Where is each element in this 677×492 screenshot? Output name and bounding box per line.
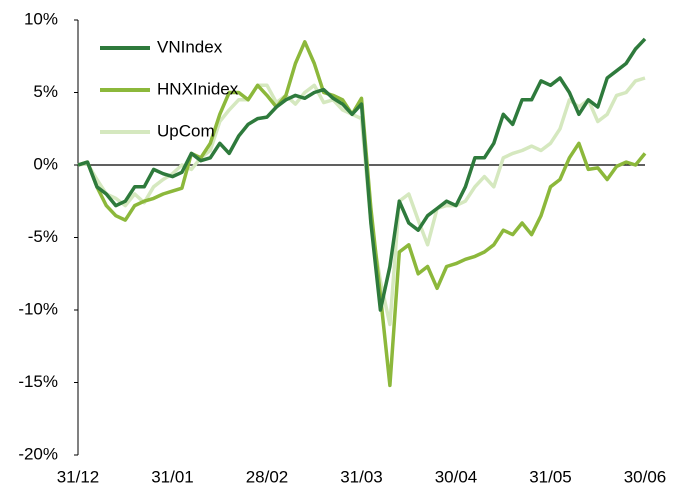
x-tick-label: 31/12 (57, 467, 100, 486)
x-tick-label: 30/04 (435, 467, 478, 486)
legend-label: UpCom (157, 121, 215, 140)
y-tick-label: 10% (24, 9, 58, 28)
y-tick-label: -15% (18, 372, 58, 391)
x-tick-label: 31/05 (529, 467, 572, 486)
series-line (77, 37, 647, 312)
series-line (77, 40, 647, 388)
x-tick-label: 28/02 (246, 467, 289, 486)
x-tick-label: 31/01 (151, 467, 194, 486)
y-tick-label: 0% (33, 154, 58, 173)
y-tick-label: -5% (28, 227, 58, 246)
legend-label: HNXInidex (157, 79, 239, 98)
y-tick-label: -20% (18, 444, 58, 463)
y-tick-label: -10% (18, 299, 58, 318)
y-tick-label: 5% (33, 82, 58, 101)
legend-label: VNIndex (157, 37, 223, 56)
x-tick-label: 31/03 (340, 467, 383, 486)
x-tick-label: 30/06 (624, 467, 667, 486)
